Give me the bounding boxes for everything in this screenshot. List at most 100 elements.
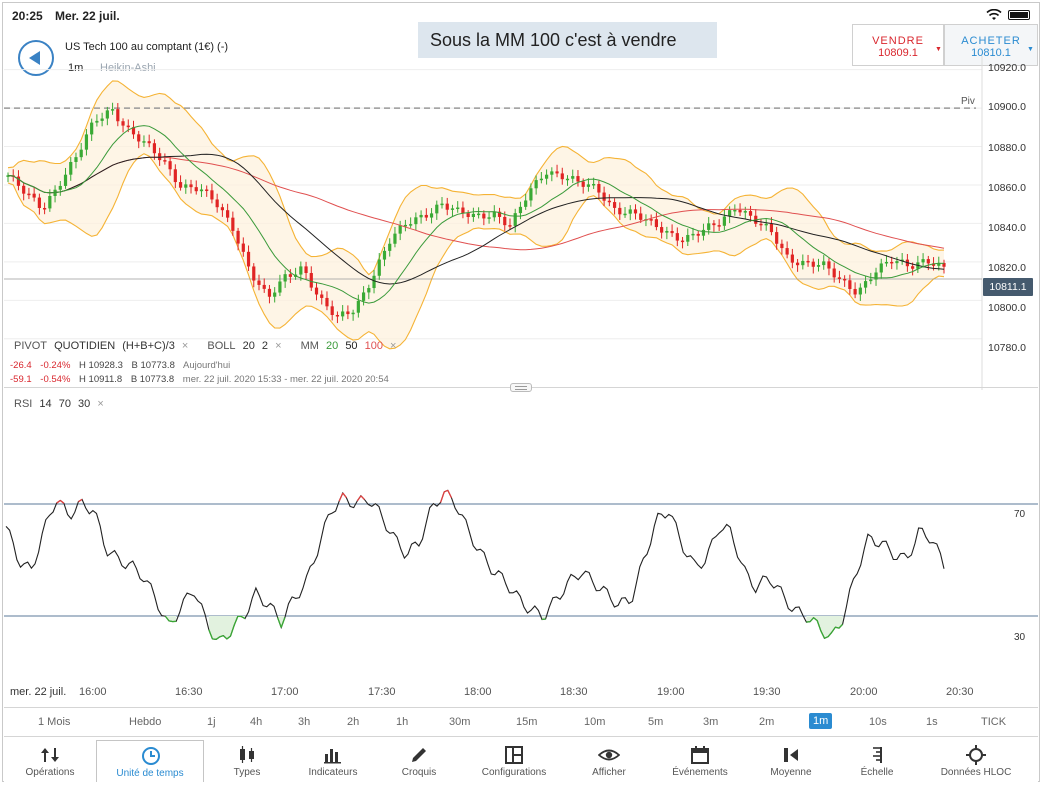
candle-body	[738, 209, 742, 213]
candle-body	[74, 157, 78, 162]
time-axis-label: 17:30	[368, 686, 396, 698]
price-axis-label: 10920.0	[988, 62, 1026, 74]
stat-pct: -0.24%	[40, 360, 71, 371]
candle-body	[544, 174, 549, 179]
boll-param-period: 20	[242, 340, 255, 352]
tab-operations[interactable]: Opérations	[4, 740, 96, 782]
tab-evenements[interactable]: Événements	[652, 740, 748, 782]
candle-body	[848, 280, 852, 289]
tab-croquis[interactable]: Croquis	[376, 740, 462, 782]
candle-body	[712, 223, 716, 226]
sell-label: VENDRE	[872, 35, 924, 47]
remove-mm-icon[interactable]: ×	[390, 340, 397, 352]
candle-body	[257, 280, 261, 285]
time-axis-label: 19:00	[657, 686, 685, 698]
timeframe-10s[interactable]: 10s	[869, 716, 887, 728]
sell-price: 10809.1	[878, 47, 918, 59]
pane-resize-handle[interactable]	[510, 383, 532, 392]
timeframe-15m[interactable]: 15m	[516, 716, 538, 728]
candle-body	[330, 306, 334, 315]
buy-button[interactable]: ACHETER 10810.1 ▼	[944, 24, 1038, 66]
tab-unite-de-temps[interactable]: Unité de temps	[96, 740, 204, 782]
remove-rsi-icon[interactable]: ×	[97, 398, 104, 410]
price-chart[interactable]	[0, 0, 1044, 390]
timeframe-30m[interactable]: 30m	[449, 716, 471, 728]
timeframe-10m[interactable]: 10m	[584, 716, 606, 728]
timeframe-5m[interactable]: 5m	[648, 716, 664, 728]
timeframe-2m[interactable]: 2m	[759, 716, 775, 728]
tab-types[interactable]: Types	[204, 740, 290, 782]
candle-body	[173, 169, 177, 183]
candle-body	[32, 193, 36, 198]
tab-label: Indicateurs	[308, 767, 358, 778]
candle-body	[152, 143, 157, 154]
candle-body	[126, 125, 130, 128]
candle-body	[775, 232, 779, 244]
candle-body	[445, 203, 449, 210]
timeframe-3m[interactable]: 3m	[703, 716, 719, 728]
rsi-extreme-segment	[280, 617, 286, 628]
annotation-text-box[interactable]: Sous la MM 100 c'est à vendre	[418, 22, 717, 58]
pivot-indicator-mode[interactable]: QUOTIDIEN	[54, 340, 116, 352]
candle-body	[853, 288, 857, 295]
tab-afficher[interactable]: Afficher	[566, 740, 652, 782]
timeframe-1j[interactable]: 1j	[207, 716, 216, 728]
candle-body	[27, 193, 31, 196]
candle-body	[110, 109, 115, 111]
back-button[interactable]	[18, 40, 54, 76]
rsi-indicator-name[interactable]: RSI	[14, 398, 33, 410]
tab-echelle[interactable]: Échelle	[834, 740, 920, 782]
candle-body	[832, 268, 836, 278]
candle-body	[424, 214, 428, 218]
tab-donnees-hloc[interactable]: Données HLOC	[920, 740, 1032, 782]
current-timeframe: 1m	[68, 62, 84, 74]
pivot-indicator-name[interactable]: PIVOT	[14, 340, 48, 352]
candle-body	[931, 263, 936, 266]
timeframe-1s[interactable]: 1s	[926, 716, 938, 728]
candle-body	[105, 110, 109, 119]
tab-moyenne[interactable]: Moyenne	[748, 740, 834, 782]
ma50-line	[7, 153, 945, 285]
candle-body	[649, 219, 653, 221]
timeframe-1h[interactable]: 1h	[396, 716, 409, 728]
timeframe-1m[interactable]: 1m	[809, 713, 833, 729]
rsi-chart[interactable]	[0, 0, 1044, 705]
sell-button[interactable]: VENDRE 10809.1 ▼	[852, 24, 944, 66]
remove-boll-icon[interactable]: ×	[275, 340, 282, 352]
price-axis-label: 10820.0	[988, 262, 1026, 274]
remove-pivot-icon[interactable]: ×	[181, 340, 189, 352]
boll-indicator-name[interactable]: BOLL	[207, 340, 236, 352]
candle-body	[623, 213, 627, 216]
tab-indicateurs[interactable]: Indicateurs	[290, 740, 376, 782]
tab-configurations[interactable]: Configurations	[462, 740, 566, 782]
timeframe-4h[interactable]: 4h	[250, 716, 263, 728]
candle-body	[6, 175, 10, 177]
candle-body	[827, 261, 831, 269]
rsi-extreme-segment	[356, 495, 362, 502]
timeframe-tick[interactable]: TICK	[981, 716, 1007, 728]
wifi-icon	[986, 9, 1002, 20]
timeframe-2h[interactable]: 2h	[347, 716, 360, 728]
candle-body	[367, 288, 371, 293]
rsi-oversold-fill	[208, 616, 245, 640]
candle-body	[178, 182, 183, 188]
eye-icon	[598, 749, 620, 761]
candle-body	[571, 176, 575, 179]
candle-body	[633, 209, 638, 214]
timeframe-3h[interactable]: 3h	[298, 716, 311, 728]
crosshair-icon	[966, 745, 986, 765]
tab-label: Échelle	[860, 767, 894, 778]
candlestick-icon	[240, 746, 254, 763]
status-time: 20:25	[12, 9, 43, 23]
timeframe-1-mois[interactable]: 1 Mois	[38, 716, 71, 728]
stat-change: -59.1	[10, 374, 32, 385]
ma20-line	[7, 125, 945, 304]
timeframe-hebdo[interactable]: Hebdo	[129, 716, 162, 728]
mm-indicator-name[interactable]: MM	[300, 340, 319, 352]
stat-low: B 10773.8	[131, 360, 175, 371]
rsi-extreme-segment	[222, 635, 228, 640]
rsi-extreme-segment	[229, 625, 235, 637]
candle-body	[660, 227, 664, 233]
candle-body	[16, 176, 21, 186]
rsi-extreme-segment	[208, 629, 214, 640]
